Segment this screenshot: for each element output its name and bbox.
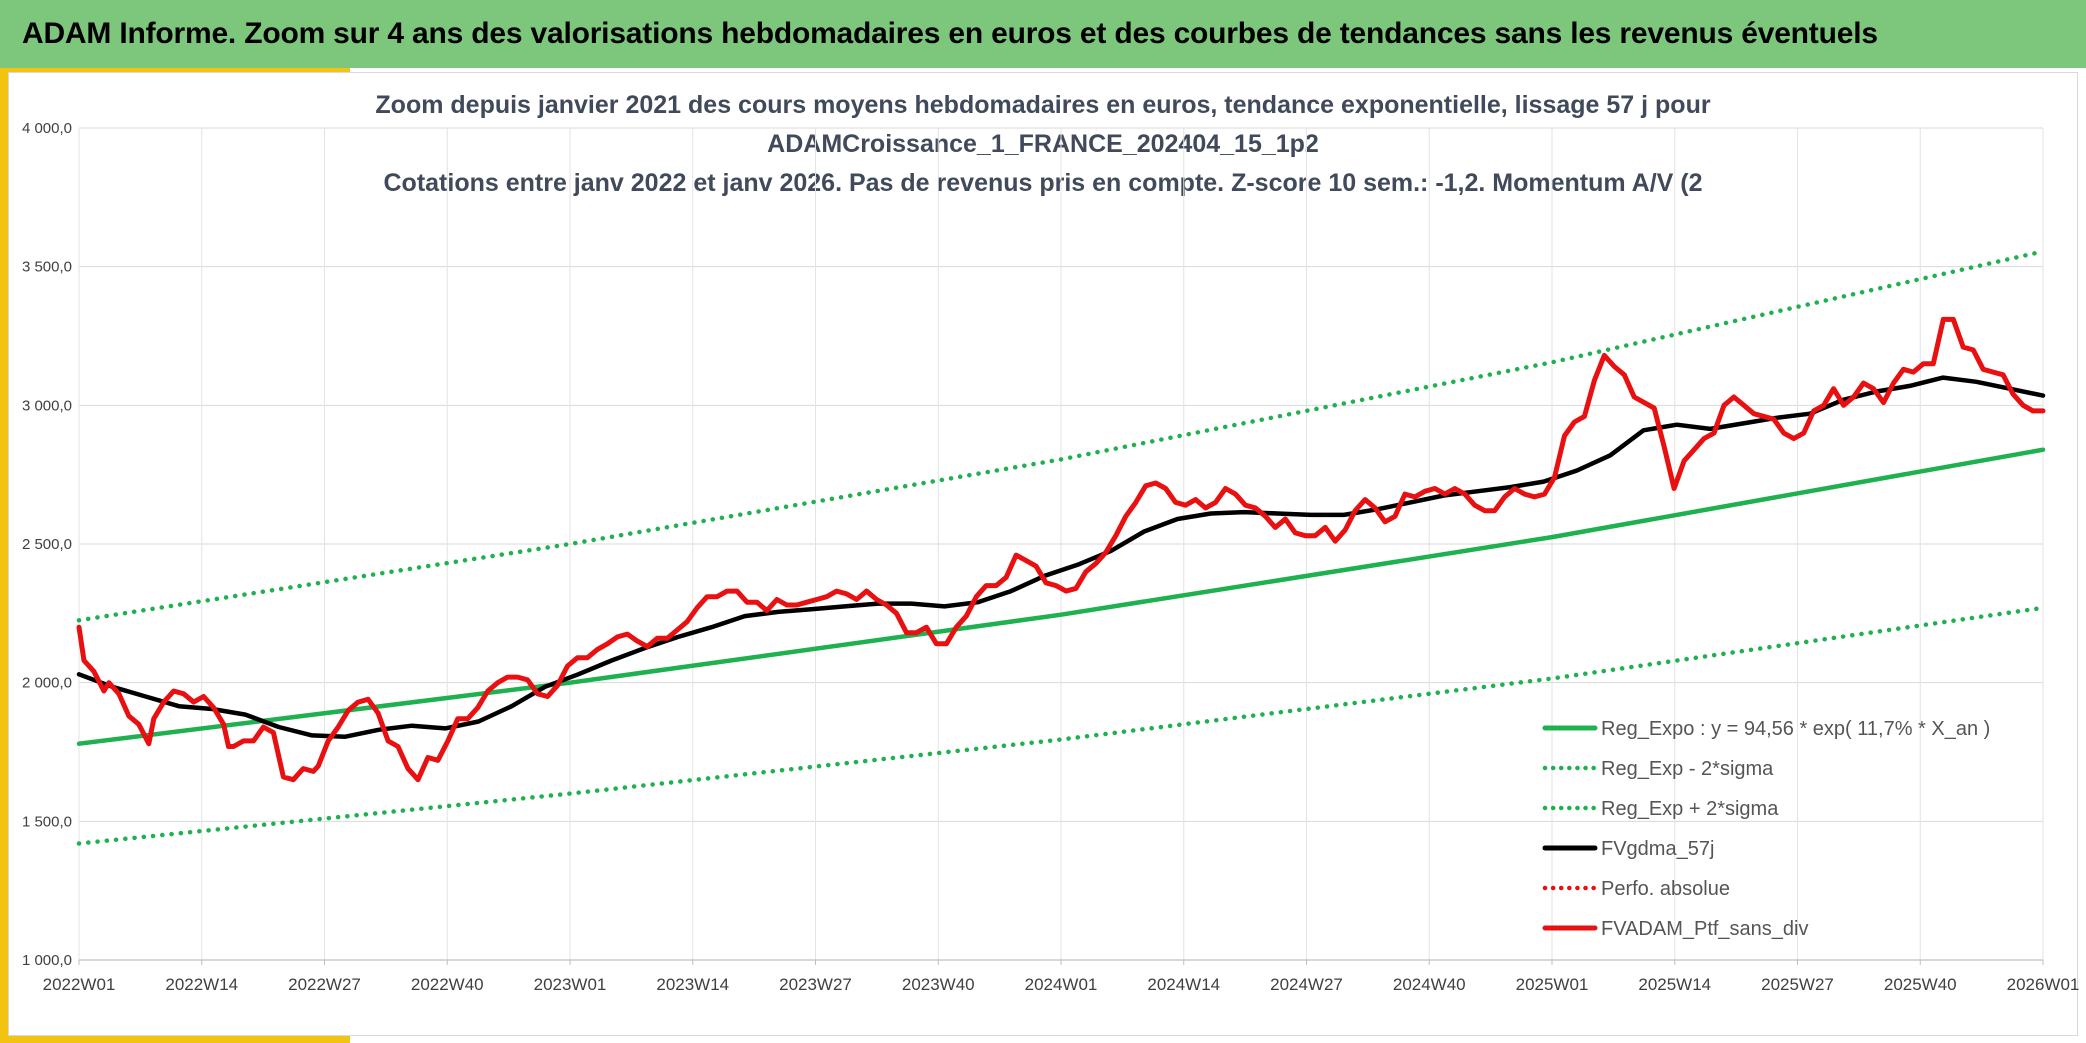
x-tick-label: 2024W01 xyxy=(1025,975,1098,994)
legend-item: Perfo. absolue xyxy=(1542,878,1730,900)
legend-item: Reg_Expo : y = 94,56 * exp( 11,7% * X_an… xyxy=(1542,718,1990,740)
grid xyxy=(78,127,2044,961)
legend-item: FVADAM_Ptf_sans_div xyxy=(1542,918,1809,940)
series-regression-lower xyxy=(76,605,2046,846)
legend-label: FVADAM_Ptf_sans_div xyxy=(1601,918,1809,940)
x-tick-label: 2023W14 xyxy=(656,975,729,994)
axes: 1 000,0 1 500,0 2 000,0 2 500,0 3 000,0 3 500… xyxy=(22,120,2079,994)
chart-title-line-1: Zoom depuis janvier 2021 des cours moyen… xyxy=(375,91,1711,119)
x-tick-label: 2022W01 xyxy=(43,975,116,994)
x-tick-label: 2024W27 xyxy=(1270,975,1343,994)
x-tick-label: 2025W01 xyxy=(1516,975,1589,994)
chart-title-line-3: Cotations entre janv 2022 et janv 2026. … xyxy=(383,169,1703,197)
series-group xyxy=(76,249,2046,846)
x-tick-label: 2024W40 xyxy=(1393,975,1466,994)
legend-label: Perfo. absolue xyxy=(1601,878,1730,900)
y-tick-label: 2 000,0 xyxy=(22,675,72,692)
accent-bar-bottom xyxy=(0,1036,350,1043)
x-tick-label: 2022W14 xyxy=(165,975,238,994)
x-tick-label: 2026W01 xyxy=(2007,975,2080,994)
x-tick-label: 2022W40 xyxy=(411,975,484,994)
y-tick-label: 3 500,0 xyxy=(22,259,72,276)
x-tick-label: 2023W01 xyxy=(534,975,607,994)
series-portfolio-price xyxy=(76,316,2046,783)
x-tick-label: 2023W40 xyxy=(902,975,975,994)
page-title: ADAM Informe. Zoom sur 4 ans des valoris… xyxy=(22,17,1878,50)
accent-bar-top xyxy=(0,68,350,72)
legend-item: FVgdma_57j xyxy=(1542,838,1714,860)
legend: Reg_Expo : y = 94,56 * exp( 11,7% * X_an… xyxy=(1542,718,1990,940)
x-tick-label: 2024W14 xyxy=(1147,975,1220,994)
legend-label: Reg_Exp + 2*sigma xyxy=(1601,798,1779,820)
header-bar: ADAM Informe. Zoom sur 4 ans des valoris… xyxy=(0,0,2086,68)
y-tick-label: 4 000,0 xyxy=(22,120,72,137)
legend-label: Reg_Expo : y = 94,56 * exp( 11,7% * X_an… xyxy=(1601,718,1990,740)
x-tick-label: 2025W14 xyxy=(1638,975,1711,994)
accent-bar-left xyxy=(0,68,8,1043)
x-tick-label: 2023W27 xyxy=(779,975,852,994)
y-tick-label: 2 500,0 xyxy=(22,536,72,553)
legend-item: Reg_Exp - 2*sigma xyxy=(1542,758,1774,780)
series-regression-expo xyxy=(76,447,2046,746)
legend-label: Reg_Exp - 2*sigma xyxy=(1601,758,1774,780)
legend-item: Reg_Exp + 2*sigma xyxy=(1542,798,1779,820)
series-regression-upper xyxy=(76,249,2046,623)
x-tick-label: 2022W27 xyxy=(288,975,361,994)
chart-frame xyxy=(8,72,2078,1036)
y-tick-label: 1 500,0 xyxy=(22,813,72,830)
y-tick-label: 3 000,0 xyxy=(22,397,72,414)
chart-title: Zoom depuis janvier 2021 des cours moyen… xyxy=(0,86,2086,203)
chart-title-line-2: ADAMCroissance_1_FRANCE_202404_15_1p2 xyxy=(767,130,1319,158)
x-tick-label: 2025W27 xyxy=(1761,975,1834,994)
legend-label: FVgdma_57j xyxy=(1601,838,1714,860)
y-tick-label: 1 000,0 xyxy=(22,952,72,969)
x-tick-label: 2025W40 xyxy=(1884,975,1957,994)
